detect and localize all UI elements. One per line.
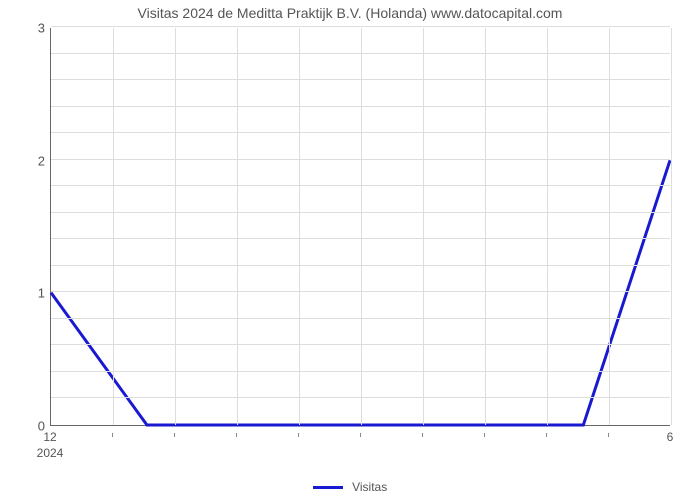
y-tick-label: 2 [30, 153, 45, 168]
grid-v [671, 28, 672, 425]
grid-h-minor [51, 397, 670, 398]
grid-v [547, 28, 548, 425]
grid-h-minor [51, 185, 670, 186]
chart-container: Visitas 2024 de Meditta Praktijk B.V. (H… [0, 0, 700, 500]
grid-h-minor [51, 53, 670, 54]
grid-v [609, 28, 610, 425]
x-tick-minor [546, 433, 547, 437]
grid-h-minor [51, 106, 670, 107]
legend-label: Visitas [352, 480, 387, 494]
y-tick-label: 3 [30, 21, 45, 36]
plot-area [50, 28, 670, 426]
grid-v [299, 28, 300, 425]
x-tick-minor [360, 433, 361, 437]
x-tick-minor [112, 433, 113, 437]
grid-h [51, 26, 670, 27]
legend: Visitas [0, 480, 700, 494]
grid-h [51, 159, 670, 160]
grid-h-minor [51, 344, 670, 345]
grid-h-minor [51, 318, 670, 319]
grid-v [113, 28, 114, 425]
grid-h-minor [51, 79, 670, 80]
grid-v [361, 28, 362, 425]
y-tick-label: 1 [30, 286, 45, 301]
x-tick-minor [422, 433, 423, 437]
grid-v [485, 28, 486, 425]
grid-h-minor [51, 371, 670, 372]
grid-h-minor [51, 238, 670, 239]
grid-h [51, 291, 670, 292]
x-tick-minor [298, 433, 299, 437]
grid-h-minor [51, 132, 670, 133]
x-tick-sublabel: 2024 [37, 446, 64, 460]
grid-v [423, 28, 424, 425]
legend-swatch [313, 486, 343, 489]
grid-v [175, 28, 176, 425]
x-tick-label: 12 [43, 430, 56, 444]
grid-h-minor [51, 212, 670, 213]
x-tick-minor [174, 433, 175, 437]
x-tick-label: 6 [667, 430, 674, 444]
x-tick-minor [236, 433, 237, 437]
grid-v [237, 28, 238, 425]
grid-h-minor [51, 265, 670, 266]
chart-title: Visitas 2024 de Meditta Praktijk B.V. (H… [0, 5, 700, 21]
x-tick-minor [608, 433, 609, 437]
x-tick-minor [484, 433, 485, 437]
